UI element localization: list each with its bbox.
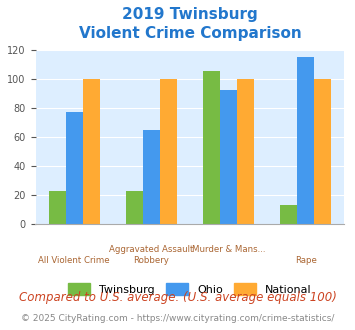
Text: All Violent Crime: All Violent Crime (38, 256, 110, 265)
Bar (66, 112, 83, 224)
Bar (280, 206, 297, 224)
Bar (160, 79, 177, 224)
Text: © 2025 CityRating.com - https://www.cityrating.com/crime-statistics/: © 2025 CityRating.com - https://www.city… (21, 314, 334, 323)
Bar (83, 79, 100, 224)
Text: Compared to U.S. average. (U.S. average equals 100): Compared to U.S. average. (U.S. average … (18, 290, 337, 304)
Title: 2019 Twinsburg
Violent Crime Comparison: 2019 Twinsburg Violent Crime Comparison (78, 7, 301, 41)
Bar (220, 90, 237, 224)
Legend: Twinsburg, Ohio, National: Twinsburg, Ohio, National (64, 279, 316, 299)
Bar (297, 57, 314, 224)
Text: Rape: Rape (295, 256, 317, 265)
Text: Robbery: Robbery (133, 256, 169, 265)
Bar (49, 191, 66, 224)
Bar (203, 71, 220, 224)
Bar (314, 79, 331, 224)
Bar (237, 79, 254, 224)
Text: Aggravated Assault: Aggravated Assault (109, 245, 193, 254)
Text: Murder & Mans...: Murder & Mans... (192, 245, 265, 254)
Bar (143, 130, 160, 224)
Bar (126, 191, 143, 224)
